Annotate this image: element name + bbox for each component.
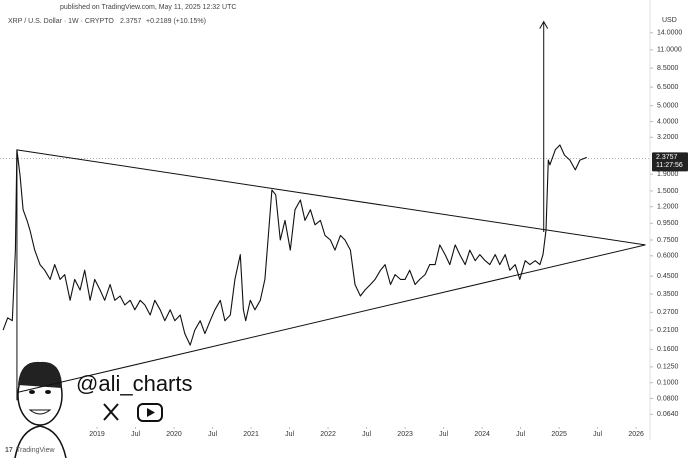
price-line [2,144,588,346]
y-tick-label: 11.0000 [657,47,682,54]
tv-logo: 17 [5,447,13,454]
x-tick-label: 2019 [89,431,105,438]
y-tick-label: 1.5000 [657,188,679,195]
footer: TradingView [16,447,55,454]
x-tick-label: 2026 [628,431,644,438]
trendline [16,244,646,394]
countdown: 11:27:56 [656,162,683,169]
x-icon [103,403,119,421]
x-tick-label: 2025 [551,431,567,438]
y-tick-label: 0.1250 [657,364,679,371]
y-tick-label: 6.5000 [657,84,679,91]
last-price-box [652,152,688,172]
youtube-icon [137,403,163,422]
y-tick-label: 3.2000 [657,134,679,141]
watermark: @ali_charts [76,371,193,396]
y-tick-label: 0.2700 [657,309,679,316]
y-tick-label: 1.9000 [657,171,679,178]
y-tick-label: 0.6000 [657,253,679,260]
x-tick-label: 2024 [474,431,490,438]
x-tick-label: Jul [131,431,140,438]
y-tick-label: 8.5000 [657,65,679,72]
published: published on TradingView.com, May 11, 20… [60,4,236,11]
change: +0.2189 (+10.15%) [146,18,206,25]
currency: USD [662,17,677,24]
x-tick-label: 2023 [397,431,413,438]
y-tick-label: 0.1000 [657,380,679,387]
y-tick-label: 0.1600 [657,346,679,353]
arrow-head [539,20,549,29]
y-tick-label: 5.0000 [657,103,679,110]
x-tick-label: Jul [285,431,294,438]
last-price-label: 2.3757 [656,154,678,161]
x-tick-label: Jul [516,431,525,438]
x-tick-label: 2022 [320,431,336,438]
avatar [14,361,67,458]
x-tick-label: 2021 [243,431,259,438]
last-price-header: 2.3757 [120,18,142,25]
x-tick-label: Jul [208,431,217,438]
y-tick-label: 14.0000 [657,30,682,37]
x-tick-label: Jul [593,431,602,438]
symbol: XRP / U.S. Dollar · 1W · CRYPTO [8,18,114,25]
x-tick-label: 2020 [166,431,182,438]
x-tick-label: Jul [362,431,371,438]
y-tick-label: 0.0640 [657,411,679,418]
x-tick-label: Jul [439,431,448,438]
y-tick-label: 4.0000 [657,118,679,125]
y-tick-label: 0.4500 [657,273,679,280]
y-tick-label: 0.2100 [657,327,679,334]
y-tick-label: 0.9500 [657,220,679,227]
y-tick-label: 0.0800 [657,395,679,402]
y-tick-label: 0.3500 [657,291,679,298]
trendline [16,149,646,246]
y-tick-label: 0.7500 [657,237,679,244]
y-tick-label: 1.2000 [657,204,679,211]
